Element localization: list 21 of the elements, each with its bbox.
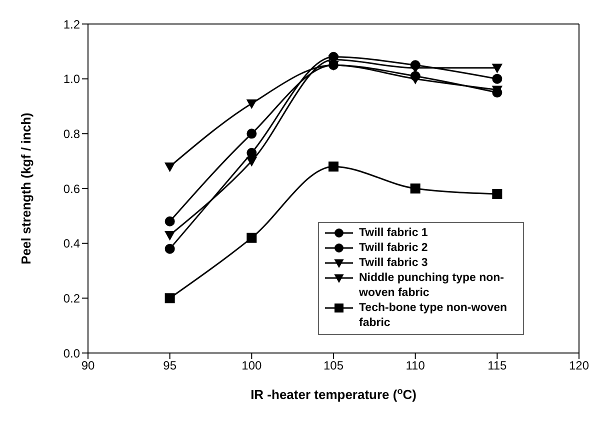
legend-label: Tech-bone type non-woven fabric xyxy=(359,301,508,331)
y-tick-label: 0.6 xyxy=(63,182,80,196)
x-axis-title: IR -heater temperature ($^{o}$C) xyxy=(250,386,416,402)
y-tick-label: 0.8 xyxy=(63,126,80,141)
x-tick-label: 115 xyxy=(488,358,508,373)
x-tick-label: 100 xyxy=(242,358,262,373)
y-axis-title: Peel strength (kgf / inch) xyxy=(18,112,34,264)
x-tick-label: 95 xyxy=(163,358,177,373)
x-tick-label: 105 xyxy=(323,358,344,373)
legend-label: Twill fabric 3 xyxy=(359,256,428,271)
y-tick-label: 1.0 xyxy=(63,72,80,86)
y-tick-label: 1.2 xyxy=(63,17,80,32)
y-tick-label: 0.2 xyxy=(63,291,80,306)
legend-label: Twill fabric 1 xyxy=(359,226,428,241)
y-tick-label: 0.4 xyxy=(63,236,80,251)
x-tick-label: 90 xyxy=(81,358,95,373)
legend-label: Niddle punching type non-woven fabric xyxy=(359,271,506,301)
x-tick-label: 110 xyxy=(406,358,426,373)
x-tick-label: 120 xyxy=(568,358,590,373)
legend-label: Twill fabric 2 xyxy=(359,241,428,256)
y-tick-label: 0.0 xyxy=(63,346,80,360)
